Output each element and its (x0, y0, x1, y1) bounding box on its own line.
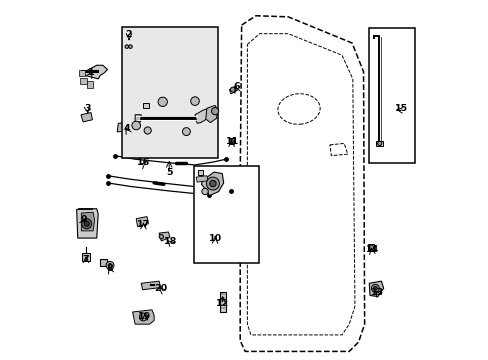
Text: 14: 14 (366, 246, 379, 255)
Polygon shape (86, 81, 93, 88)
Polygon shape (205, 105, 217, 123)
Circle shape (139, 313, 147, 321)
FancyBboxPatch shape (122, 27, 218, 158)
Text: 12: 12 (215, 299, 228, 308)
Polygon shape (117, 123, 125, 132)
Circle shape (132, 121, 140, 130)
Text: 18: 18 (164, 237, 177, 246)
Circle shape (182, 128, 190, 135)
Polygon shape (81, 212, 94, 231)
Text: 13: 13 (370, 288, 384, 297)
Circle shape (368, 245, 373, 250)
Circle shape (206, 177, 219, 190)
Text: 5: 5 (165, 168, 172, 177)
Circle shape (108, 264, 112, 267)
Circle shape (158, 97, 167, 107)
Polygon shape (220, 292, 225, 312)
Text: 7: 7 (82, 255, 89, 264)
Polygon shape (368, 281, 383, 297)
Text: 8: 8 (106, 265, 113, 274)
Polygon shape (132, 310, 154, 324)
Circle shape (230, 87, 235, 92)
Text: 11: 11 (226, 137, 239, 146)
Bar (376, 141, 382, 146)
Circle shape (373, 287, 376, 290)
Polygon shape (196, 176, 207, 182)
Circle shape (209, 180, 216, 187)
Bar (143, 103, 149, 108)
Text: 10: 10 (208, 234, 221, 243)
Circle shape (128, 45, 132, 48)
Circle shape (144, 127, 151, 134)
Polygon shape (123, 43, 133, 50)
Bar (228, 138, 234, 144)
Circle shape (229, 139, 233, 143)
Text: 17: 17 (137, 220, 150, 229)
Circle shape (106, 261, 114, 269)
Polygon shape (195, 109, 209, 123)
Circle shape (377, 141, 381, 145)
Text: 20: 20 (154, 284, 167, 293)
Polygon shape (136, 217, 148, 226)
Polygon shape (77, 209, 98, 238)
Circle shape (159, 234, 163, 239)
Polygon shape (80, 78, 86, 84)
Text: 16: 16 (137, 158, 150, 167)
Text: 1: 1 (87, 68, 94, 77)
Bar (100, 259, 107, 266)
Polygon shape (81, 113, 92, 122)
Circle shape (202, 188, 208, 195)
Polygon shape (159, 232, 169, 241)
Polygon shape (135, 115, 141, 122)
Circle shape (371, 284, 379, 292)
Text: 19: 19 (138, 312, 151, 321)
Text: 6: 6 (233, 82, 240, 91)
Text: 9: 9 (81, 215, 87, 224)
Polygon shape (79, 69, 85, 76)
FancyBboxPatch shape (368, 28, 414, 163)
Circle shape (211, 108, 218, 115)
Polygon shape (201, 172, 223, 196)
Circle shape (125, 45, 128, 48)
Text: 15: 15 (394, 104, 407, 113)
Polygon shape (141, 281, 160, 290)
FancyBboxPatch shape (193, 166, 258, 263)
Text: 4: 4 (123, 123, 130, 132)
Bar (367, 244, 373, 251)
Bar (198, 170, 202, 175)
Circle shape (84, 221, 89, 226)
Circle shape (190, 97, 199, 105)
Text: 2: 2 (125, 30, 132, 39)
Polygon shape (80, 65, 107, 79)
Circle shape (81, 219, 92, 229)
Text: 3: 3 (84, 104, 90, 113)
Polygon shape (229, 86, 237, 94)
